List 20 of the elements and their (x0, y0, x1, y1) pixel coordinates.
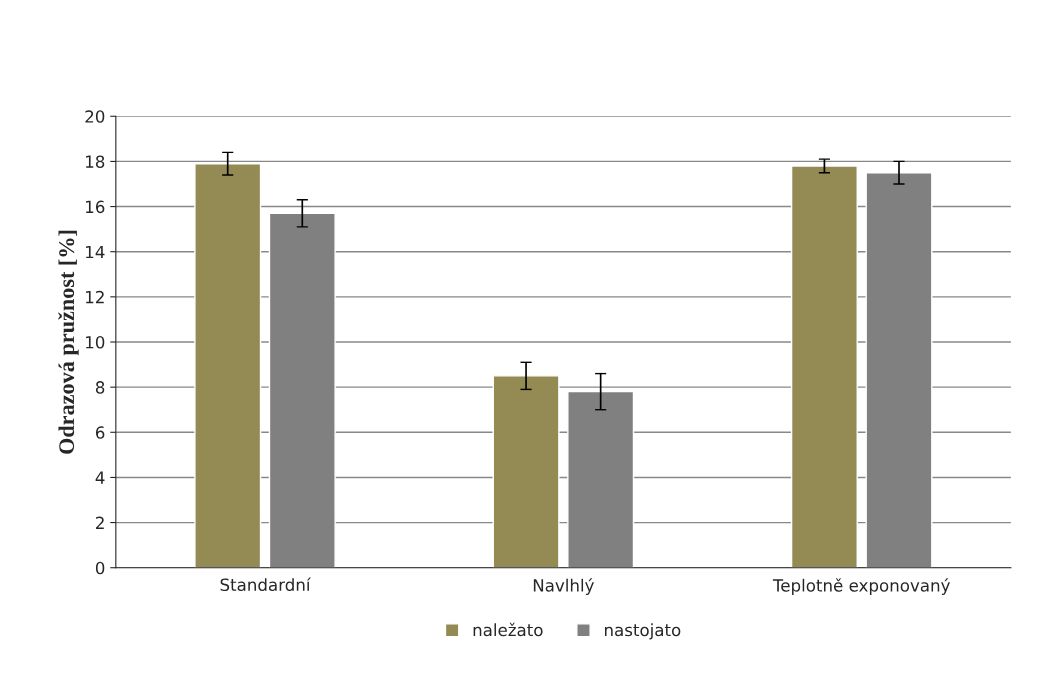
x-tick-label: Standardní (220, 577, 311, 592)
y-tick-label: 0 (95, 561, 105, 575)
bar (790, 165, 858, 568)
x-tick-label: Navlhlý (533, 578, 594, 595)
legend-label: naležato (473, 622, 543, 637)
y-tick-label: 6 (95, 426, 105, 439)
y-tick-label: 14 (86, 245, 105, 259)
y-tick-label: 4 (95, 471, 105, 484)
y-tick-label: 12 (86, 290, 104, 304)
y-tick-label: 8 (95, 381, 105, 394)
y-tick-label: 2 (96, 516, 104, 529)
bar (194, 162, 262, 568)
y-tick-label: 20 (85, 110, 105, 123)
y-axis-title: Odrazová pružnost [%] (58, 230, 79, 454)
y-tick-label: 18 (86, 155, 105, 168)
y-tick-label: 10 (86, 335, 105, 349)
legend-label: nastojato (605, 623, 681, 640)
bar (492, 375, 560, 568)
x-tick-label: Teplotně exponovaný (772, 578, 950, 595)
y-tick-label: 16 (86, 200, 105, 214)
